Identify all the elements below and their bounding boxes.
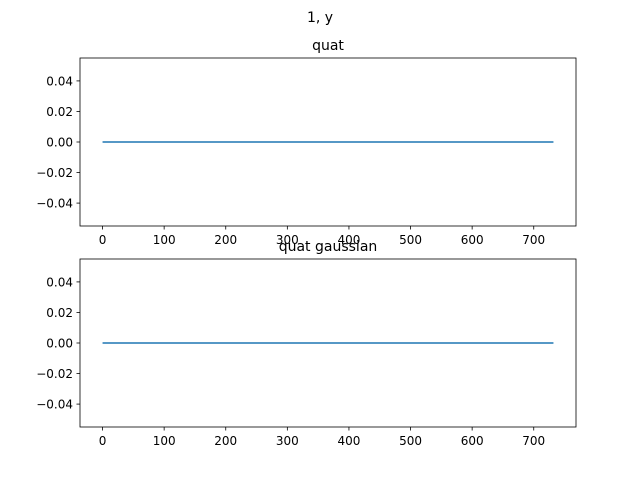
y-tick-label: −0.04 — [36, 398, 73, 412]
x-tick-label: 600 — [461, 233, 484, 247]
y-tick-label: 0.00 — [46, 337, 73, 351]
x-tick-label: 300 — [276, 233, 299, 247]
y-tick-label: 0.02 — [46, 306, 73, 320]
x-tick-label: 200 — [214, 434, 237, 448]
y-tick-label: −0.02 — [36, 166, 73, 180]
figure-suptitle: 1, y — [307, 10, 333, 26]
x-tick-label: 0 — [99, 233, 107, 247]
x-tick-label: 600 — [461, 434, 484, 448]
x-tick-label: 700 — [522, 434, 545, 448]
y-tick-label: 0.04 — [46, 275, 73, 289]
x-tick-label: 500 — [399, 233, 422, 247]
x-tick-label: 300 — [276, 434, 299, 448]
y-tick-label: −0.04 — [36, 197, 73, 211]
x-tick-label: 100 — [153, 233, 176, 247]
y-tick-label: 0.00 — [46, 136, 73, 150]
subplot-quat-gaussian: 0 100 200 300 400 500 600 700 0.04 0.02 0.00 −0.02 −… — [36, 239, 577, 448]
subplot-title: quat — [312, 38, 344, 54]
x-tick-label: 400 — [337, 434, 360, 448]
y-tick-label: −0.02 — [36, 367, 73, 381]
y-tick-label: 0.04 — [46, 74, 73, 88]
x-tick-label: 700 — [522, 233, 545, 247]
x-tick-label: 100 — [153, 434, 176, 448]
x-tick-label: 400 — [337, 233, 360, 247]
x-tick-label: 0 — [99, 434, 107, 448]
x-tick-label: 200 — [214, 233, 237, 247]
subplot-title: quat gaussian — [279, 239, 378, 255]
x-tick-label: 500 — [399, 434, 422, 448]
subplot-quat: 0 100 200 300 400 500 600 700 0.04 0.02 0.00 −0.02 −… — [36, 38, 577, 247]
y-tick-label: 0.02 — [46, 105, 73, 119]
